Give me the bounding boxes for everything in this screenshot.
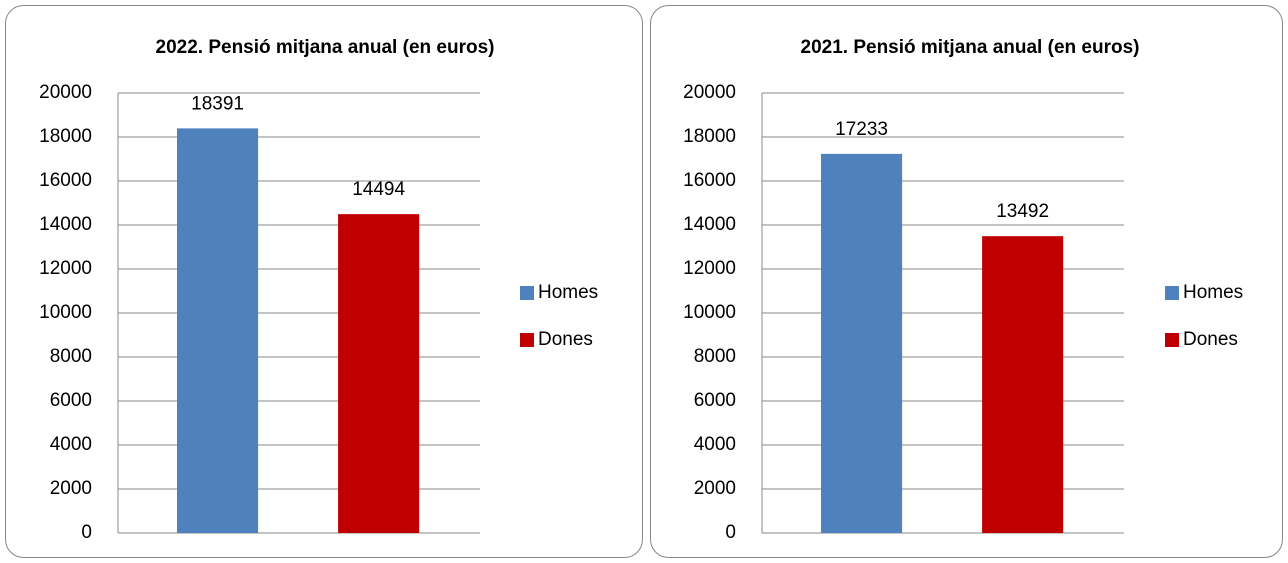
chart-title: 2021. Pensió mitjana anual (en euros)	[801, 37, 1140, 58]
y-tick-label: 16000	[39, 170, 92, 191]
y-tick-label: 10000	[683, 302, 736, 323]
legend-label: Homes	[538, 282, 598, 303]
y-tick-label: 20000	[683, 82, 736, 103]
y-tick-label: 14000	[39, 214, 92, 235]
y-tick-label: 20000	[39, 82, 92, 103]
y-tick-label: 18000	[683, 126, 736, 147]
chart-title: 2022. Pensió mitjana anual (en euros)	[156, 37, 495, 58]
y-tick-label: 8000	[694, 346, 736, 367]
y-tick-label: 4000	[50, 434, 92, 455]
bar	[821, 153, 903, 533]
legend-label: Dones	[1183, 329, 1238, 350]
y-tick-label: 0	[725, 522, 736, 543]
legend-swatch	[1165, 286, 1179, 300]
y-tick-label: 8000	[50, 346, 92, 367]
legend-swatch	[520, 286, 534, 300]
y-tick-label: 4000	[694, 434, 736, 455]
chart-frame	[5, 5, 643, 558]
y-tick-label: 10000	[39, 302, 92, 323]
y-tick-label: 12000	[683, 258, 736, 279]
data-label: 17233	[835, 119, 888, 140]
data-label: 13492	[996, 201, 1049, 222]
y-tick-label: 16000	[683, 170, 736, 191]
y-tick-label: 0	[81, 522, 92, 543]
bar	[338, 214, 420, 533]
legend-swatch	[520, 333, 534, 347]
y-tick-label: 6000	[694, 390, 736, 411]
y-tick-label: 2000	[694, 478, 736, 499]
y-tick-label: 14000	[683, 214, 736, 235]
legend-label: Dones	[538, 329, 593, 350]
data-label: 14494	[352, 179, 405, 200]
y-tick-label: 18000	[39, 126, 92, 147]
y-tick-label: 6000	[50, 390, 92, 411]
bar	[982, 236, 1064, 533]
chart-frame	[650, 5, 1283, 558]
data-label: 18391	[191, 93, 244, 114]
legend-label: Homes	[1183, 282, 1243, 303]
bar	[177, 128, 259, 533]
y-tick-label: 2000	[50, 478, 92, 499]
legend-swatch	[1165, 333, 1179, 347]
y-tick-label: 12000	[39, 258, 92, 279]
